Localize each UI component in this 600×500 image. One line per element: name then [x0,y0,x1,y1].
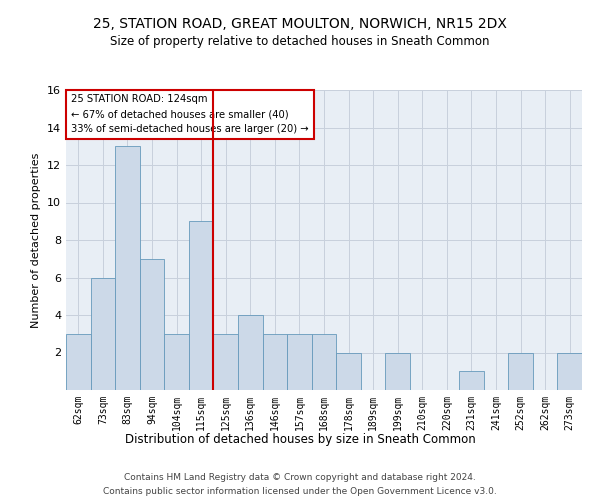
Bar [238,315,263,390]
Text: Contains public sector information licensed under the Open Government Licence v3: Contains public sector information licen… [103,488,497,496]
Bar [66,334,91,390]
Bar [214,334,238,390]
Bar [312,334,336,390]
Bar [385,352,410,390]
Bar [164,334,189,390]
Bar [263,334,287,390]
Bar [508,352,533,390]
Text: Distribution of detached houses by size in Sneath Common: Distribution of detached houses by size … [125,432,475,446]
Bar [91,278,115,390]
Bar [115,146,140,390]
Bar [189,221,214,390]
Bar [336,352,361,390]
Text: 25, STATION ROAD, GREAT MOULTON, NORWICH, NR15 2DX: 25, STATION ROAD, GREAT MOULTON, NORWICH… [93,18,507,32]
Text: 25 STATION ROAD: 124sqm
← 67% of detached houses are smaller (40)
33% of semi-de: 25 STATION ROAD: 124sqm ← 67% of detache… [71,94,309,134]
Text: Contains HM Land Registry data © Crown copyright and database right 2024.: Contains HM Land Registry data © Crown c… [124,472,476,482]
Bar [287,334,312,390]
Bar [459,371,484,390]
Bar [557,352,582,390]
Text: Size of property relative to detached houses in Sneath Common: Size of property relative to detached ho… [110,35,490,48]
Bar [140,259,164,390]
Y-axis label: Number of detached properties: Number of detached properties [31,152,41,328]
